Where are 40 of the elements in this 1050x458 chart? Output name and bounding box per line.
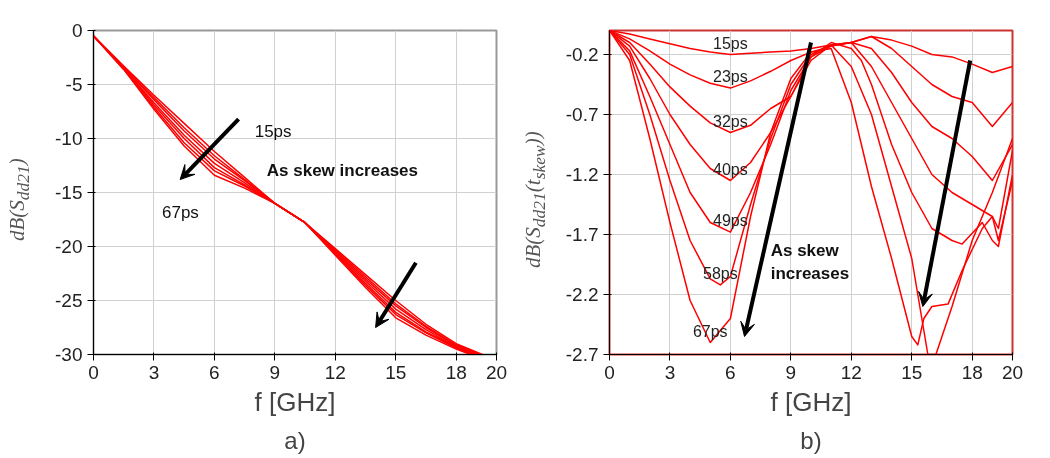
x-tick-label: 18 [961, 361, 983, 383]
x-tick-label: 12 [324, 361, 346, 383]
series-label: 15ps [713, 34, 748, 52]
y-tick-label: -15 [55, 182, 83, 203]
x-tick-label: 9 [785, 361, 797, 383]
x-tick-label: 15 [901, 361, 923, 383]
x-tick-label: 0 [88, 361, 99, 383]
y-tick-label: -1.2 [565, 164, 599, 185]
y-tick-label: -30 [55, 344, 83, 365]
y-tick-label: -0.7 [565, 104, 599, 125]
y-tick-label: -2.7 [565, 344, 599, 365]
annotation: As skew increases [266, 160, 419, 180]
x-tick-label: 0 [604, 361, 615, 383]
text: b) [800, 426, 822, 454]
x-tick-label: 18 [445, 361, 467, 383]
x-axis-title: f [GHz] [770, 386, 852, 417]
annotation: 15ps [254, 121, 292, 141]
x-tick-label: 3 [664, 361, 676, 383]
y-tick-label: -1.7 [565, 224, 599, 245]
x-axis-title: f [GHz] [254, 386, 336, 417]
annotation: As skew increases [770, 241, 850, 284]
x-tick-label: 6 [725, 361, 736, 383]
y-tick-label: -0.2 [565, 44, 599, 65]
x-tick-label: 9 [269, 361, 281, 383]
series-label: 32ps [713, 112, 748, 130]
series-label: 23ps [713, 68, 748, 86]
y-tick-label: -5 [65, 74, 83, 95]
x-tick-label: 15 [385, 361, 407, 383]
x-tick-label: 6 [209, 361, 220, 383]
annotation: 67ps [162, 202, 199, 222]
x-tick-label: 20 [1001, 361, 1024, 383]
y-tick-label: -20 [55, 236, 83, 257]
x-tick-label: 3 [148, 361, 160, 383]
y-tick-label: 0 [71, 20, 83, 41]
x-tick-label: 20 [485, 361, 508, 383]
y-tick-label: -25 [55, 290, 83, 311]
y-tick-label: -2.2 [565, 284, 599, 305]
x-tick-label: 12 [840, 361, 862, 383]
y-tick-label: -10 [55, 128, 83, 149]
text: a) [284, 426, 306, 454]
